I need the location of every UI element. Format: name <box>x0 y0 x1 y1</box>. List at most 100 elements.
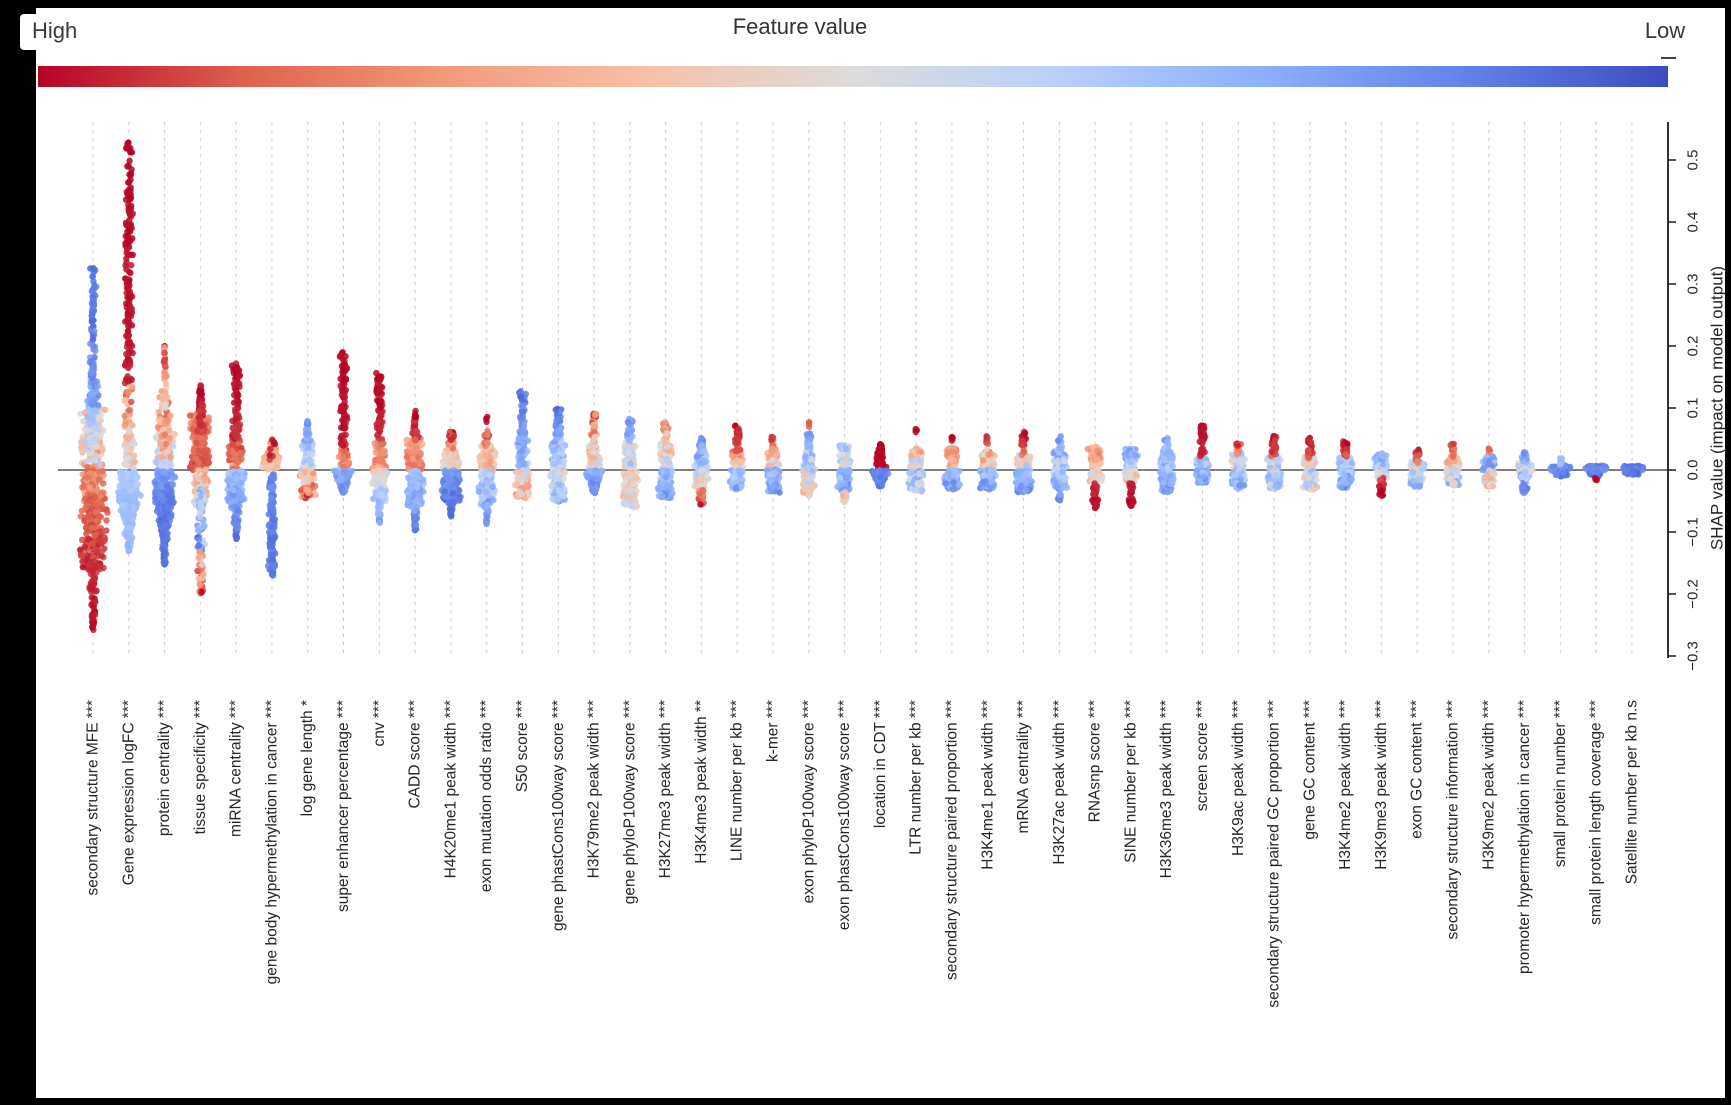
feature-label: exon mutation odds ratio *** <box>478 700 495 892</box>
feature-label: tissue specificity *** <box>192 700 209 834</box>
feature-label: H3K4me3 peak width ** <box>693 700 710 864</box>
feature-violin <box>1582 462 1610 484</box>
feature-label: S50 score *** <box>514 700 531 792</box>
feature-violin <box>1192 422 1213 487</box>
feature-label: H4K20me1 peak width *** <box>442 700 459 878</box>
feature-labels: secondary structure MFE *** Gene expressi… <box>85 700 1641 1008</box>
y-tick-label: 0.1 <box>1685 398 1702 419</box>
feature-label: log gene length * <box>299 700 316 816</box>
feature-violin <box>691 435 712 508</box>
feature-label: secondary structure information *** <box>1445 700 1462 940</box>
feature-violin <box>475 413 499 528</box>
feature-label: secondary structure MFE *** <box>85 700 102 896</box>
feature-label: mRNA centrality *** <box>1015 700 1032 834</box>
feature-label: CADD score *** <box>407 700 424 809</box>
feature-label: location in CDT *** <box>872 700 889 828</box>
feature-violin <box>547 405 569 505</box>
feature-violin <box>330 349 356 496</box>
feature-violin <box>1228 440 1248 492</box>
y-tick-label: 0.5 <box>1685 150 1702 171</box>
feature-violin <box>403 407 427 534</box>
feature-label: RNAsnp score *** <box>1087 700 1104 822</box>
feature-violin <box>655 419 676 501</box>
feature-label: gene phastCons100way score *** <box>550 700 567 931</box>
feature-violin <box>151 342 179 568</box>
feature-label: exon GC content *** <box>1409 700 1426 839</box>
beeswarm-points <box>77 139 1647 634</box>
y-tick-label: 0.0 <box>1685 460 1702 481</box>
feature-label: secondary structure paired GC proportion… <box>1266 700 1283 1008</box>
feature-label: LINE number per kb *** <box>729 700 746 861</box>
feature-violin <box>511 387 533 502</box>
feature-label: H3K79me2 peak width *** <box>586 700 603 878</box>
feature-violin <box>368 369 391 526</box>
feature-violin <box>224 360 248 543</box>
feature-violin <box>726 422 747 493</box>
colorbar-low-label: Low <box>1644 18 1686 43</box>
feature-violin <box>259 436 283 579</box>
feature-violin <box>869 440 892 490</box>
feature-label: SINE number per kb *** <box>1122 700 1139 863</box>
feature-violin <box>799 419 819 500</box>
gridlines <box>92 122 1633 658</box>
feature-violin <box>583 410 606 497</box>
feature-label: exon phastCons100way score *** <box>836 700 853 930</box>
feature-violin <box>115 139 144 555</box>
feature-violin <box>1443 440 1463 489</box>
feature-violin <box>77 264 111 634</box>
feature-violin <box>296 417 319 502</box>
feature-label: H3K27ac peak width *** <box>1051 700 1068 865</box>
y-tick-label: 0.4 <box>1685 212 1702 233</box>
y-axis-title: SHAP value (impact on model output) <box>1708 266 1727 550</box>
feature-label: H3K9me3 peak width *** <box>1373 700 1390 870</box>
feature-violin <box>1407 446 1428 491</box>
feature-label: protein centrality *** <box>156 700 173 836</box>
feature-label: Gene expression logFC *** <box>120 700 137 885</box>
y-tick-label: 0.3 <box>1685 274 1702 295</box>
feature-label: small protein length coverage *** <box>1588 700 1605 925</box>
feature-label: Satellite number per kb n.s <box>1623 700 1640 885</box>
colorbar-high-label: High <box>20 14 88 50</box>
feature-violin <box>834 441 854 506</box>
y-tick-label: −0.3 <box>1685 641 1702 671</box>
feature-label: H3K36me3 peak width *** <box>1158 700 1175 878</box>
feature-violin <box>186 382 213 597</box>
feature-violin <box>438 428 464 520</box>
y-tick-label: −0.2 <box>1685 579 1702 609</box>
feature-violin <box>1012 428 1035 496</box>
feature-label: exon phyloP100way score *** <box>800 700 817 903</box>
feature-violin <box>1335 438 1356 491</box>
feature-label: gene body hypermethylation in cancer *** <box>263 700 280 984</box>
feature-violin <box>763 433 783 496</box>
colorbar-tick-mark <box>1661 57 1676 59</box>
feature-label: H3K4me1 peak width *** <box>979 700 996 870</box>
feature-label: H3K9me2 peak width *** <box>1480 700 1497 870</box>
feature-label: super enhancer percentage *** <box>335 700 352 912</box>
y-tick-label: 0.2 <box>1685 336 1702 357</box>
feature-violin <box>1515 448 1536 497</box>
feature-label: small protein number *** <box>1552 700 1569 867</box>
feature-label: gene phyloP100way score *** <box>621 700 638 904</box>
feature-label: H3K27me3 peak width *** <box>657 700 674 878</box>
feature-violin <box>1084 444 1106 512</box>
y-axis-ticks: 0.5 0.4 0.3 0.2 0.1 0.0 −0.1 −0.2 −0.3 <box>1668 150 1702 671</box>
feature-violin <box>941 433 963 493</box>
figure-panel <box>36 8 1725 1098</box>
feature-violin <box>1156 435 1177 496</box>
feature-violin <box>1479 445 1498 490</box>
colorbar-title: Feature value <box>732 14 868 39</box>
feature-violin <box>1049 433 1071 504</box>
feature-label: secondary structure paired proportion **… <box>943 700 960 980</box>
y-tick-label: −0.1 <box>1685 517 1702 547</box>
feature-label: cnv *** <box>371 700 388 747</box>
feature-label: miRNA centrality *** <box>228 700 245 837</box>
feature-label: gene GC content *** <box>1301 700 1318 840</box>
feature-violin <box>1371 450 1391 499</box>
feature-label: H3K9ac peak width *** <box>1230 700 1247 856</box>
feature-violin <box>1263 432 1285 492</box>
feature-violin <box>905 425 927 496</box>
feature-label: k-mer *** <box>765 700 782 762</box>
feature-label: LTR number per kb *** <box>908 700 925 855</box>
feature-violin <box>1547 455 1574 480</box>
feature-label: promoter hypermethylation in cancer *** <box>1516 700 1533 974</box>
